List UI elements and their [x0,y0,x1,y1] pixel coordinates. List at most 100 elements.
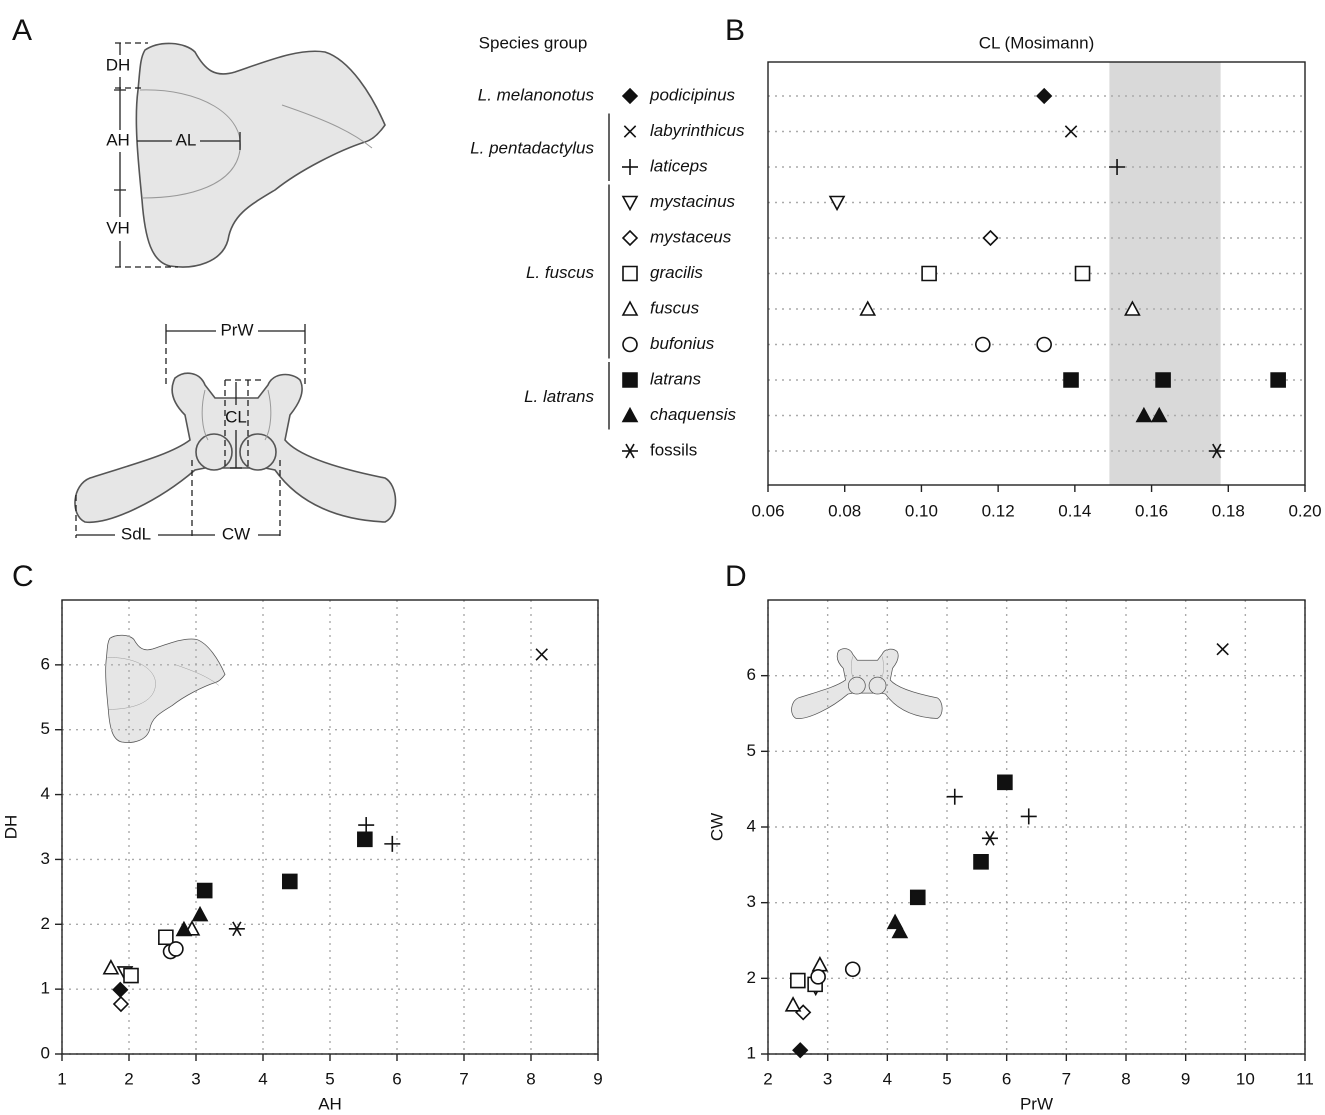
marker-shape [810,969,826,985]
marker-shape [1270,372,1286,388]
marker-shape [535,648,548,661]
thumbnail [105,634,226,743]
marker [112,995,130,1013]
frame [767,61,1306,486]
marker [1135,406,1153,423]
marker [1063,372,1079,388]
marker [859,300,877,316]
marker-shape [622,336,638,353]
x-tick-label: 11 [1296,1069,1314,1088]
panel-a-diagram: DH AH AL VH PrW CL SdL CW [74,42,943,743]
dim-label: PrW [220,320,253,339]
legend-marker [621,300,639,316]
y-tick-label: 0 [41,1043,50,1062]
x-tick-label: 3 [823,1069,832,1088]
marker [811,956,829,972]
y-tick-label: 2 [747,968,756,987]
dim-label: AL [176,130,197,149]
chart-title: CL (Mosimann) [979,33,1095,52]
marker-shape [886,913,904,930]
marker [123,967,139,984]
marker-shape [123,967,139,984]
marker [1270,372,1286,388]
marker-shape [1036,87,1053,105]
legend-marker [621,406,639,423]
y-tick-label: 5 [747,741,756,760]
marker [102,959,120,975]
marker [790,972,806,989]
x-tick-label: 0.16 [1135,501,1168,520]
marker-shape [1216,642,1229,656]
x-tick-label: 8 [1121,1069,1130,1088]
marker-shape [1212,443,1222,459]
x-tick-label: 4 [883,1069,892,1088]
marker [973,854,989,870]
marker [158,929,174,946]
y-tick-label: 1 [747,1043,756,1062]
legend-marker [622,159,638,175]
x-tick-label: 1 [57,1069,66,1088]
marker-shape [792,1042,809,1059]
frame [767,599,1306,1055]
marker-shape [191,905,209,922]
marker-shape [1064,125,1078,138]
panel-letter: D [725,560,747,593]
y-tick-label: 4 [41,784,50,803]
marker-shape [828,195,846,212]
legend-entry: fuscus [650,298,700,317]
marker-shape [1150,406,1168,423]
marker-shape [102,959,120,975]
legend-entry: laticeps [650,156,708,175]
marker [1208,443,1225,459]
legend-marker [623,125,637,138]
dim-label: CL [225,407,247,426]
dim-label: SdL [121,524,151,543]
marker [281,873,298,890]
marker [828,195,846,212]
marker-shape [974,336,991,353]
x-axis-label: PrW [1020,1094,1053,1113]
marker-shape [784,996,802,1012]
x-tick-label: 3 [191,1069,200,1088]
marker [810,969,826,985]
marker-shape [621,229,639,247]
dim-label: AH [106,130,130,149]
marker-shape [196,882,213,899]
marker [191,905,209,922]
panel-letter: A [12,14,32,47]
y-axis-label: DH [1,815,20,840]
marker-shape [985,831,995,846]
y-tick-label: 6 [41,654,50,673]
legend-marker [621,229,639,247]
x-tick-label: 0.10 [905,501,938,520]
marker [384,835,401,852]
x-tick-label: 10 [1236,1069,1255,1088]
y-tick-label: 1 [41,979,50,998]
marker-shape [921,265,937,282]
marker-shape [1036,336,1052,353]
humerus-drawing [135,42,386,268]
marker [1109,159,1126,175]
x-tick-label: 0.20 [1288,501,1321,520]
marker-shape [112,981,129,998]
legend-entry: gracilis [650,263,703,282]
marker [1020,808,1037,825]
marker [1036,87,1053,105]
marker-shape [621,195,639,212]
x-tick-label: 4 [258,1069,267,1088]
marker-shape [982,229,999,247]
marker-shape [1135,406,1153,423]
x-tick-label: 0.12 [982,501,1015,520]
legend-entry: bufonius [650,334,715,353]
marker [844,961,861,978]
x-axis-label: AH [318,1094,342,1113]
marker [982,229,999,247]
marker [175,920,193,937]
marker-shape [158,929,174,946]
x-tick-label: 0.18 [1212,501,1245,520]
marker-shape [357,831,373,848]
marker [196,882,213,899]
y-tick-label: 3 [747,892,756,911]
x-tick-label: 6 [392,1069,401,1088]
